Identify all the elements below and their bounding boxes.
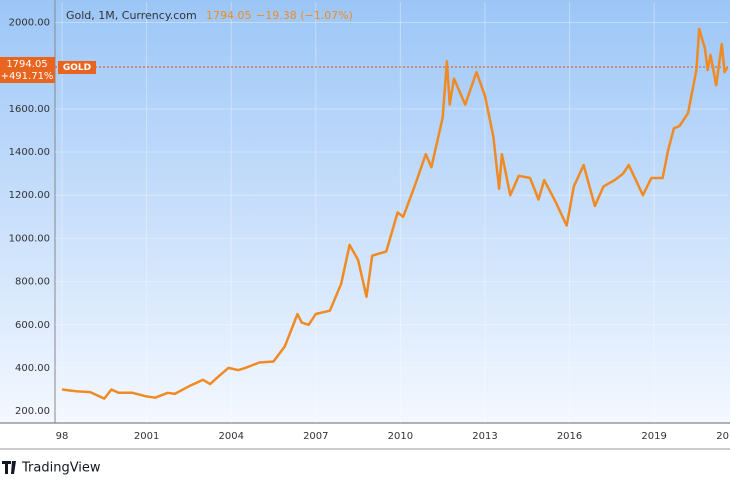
label-layer: 200.00 400.00 600.00 800.00 1000.00 1200.00 14… [0,18,729,442]
x-tick-label: 2001 [134,431,159,442]
grid [55,2,728,423]
x-tick-label: 2010 [388,431,413,442]
price-box-value: 1794.05 [6,59,47,70]
symbol-tag-text: GOLD [63,63,91,73]
x-tick-label: 2007 [303,431,328,442]
logo-icon [2,461,16,474]
plot-background [0,0,730,423]
brand-logo: TradingView [2,461,101,476]
y-tick-label: 1400.00 [9,147,50,158]
y-tick-label: 1600.00 [9,104,50,115]
price-box-change: +491.71% [1,71,54,82]
y-tick-label: 2000.00 [9,18,50,29]
x-tick-label: 2016 [557,431,582,442]
brand-name: TradingView [21,461,101,476]
symbol-tag [58,60,96,74]
y-tick-label: 200.00 [15,406,50,417]
y-tick-label: 1000.00 [9,233,50,244]
price-box [0,56,55,83]
x-tick-label: 20 [716,431,729,442]
x-tick-label: 98 [56,431,69,442]
chart-title: Gold, 1M, Currency.com [66,9,197,22]
x-tick-label: 2004 [218,431,243,442]
x-tick-label: 2019 [641,431,666,442]
y-tick-label: 400.00 [15,363,50,374]
y-tick-label: 600.00 [15,320,50,331]
series-layer [61,27,729,400]
price-change: −19.38 (−1.07%) [256,9,353,22]
y-tick-label: 1200.00 [9,190,50,201]
price-line [61,27,729,400]
last-price: 1794.05 [206,9,252,22]
x-tick-label: 2013 [472,431,497,442]
y-tick-label: 800.00 [15,277,50,288]
